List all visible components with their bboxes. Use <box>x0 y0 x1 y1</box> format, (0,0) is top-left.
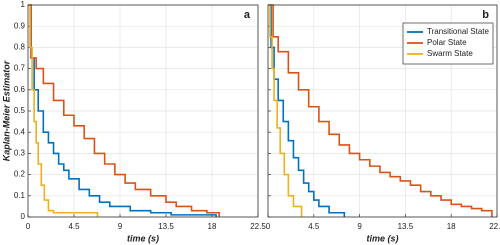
x-tick-label: 9 <box>357 222 362 231</box>
km-curve <box>268 4 303 217</box>
x-tick-label: 0 <box>26 222 31 231</box>
panel-label: a <box>244 9 251 21</box>
x-axis-label: time (s) <box>127 233 159 243</box>
x-tick-label: 13.5 <box>398 222 414 231</box>
x-tick-label: 4.5 <box>308 222 320 231</box>
y-tick-label: 0.4 <box>14 127 26 136</box>
km-curve <box>268 4 346 217</box>
x-tick-label: 18 <box>208 222 217 231</box>
km-curve <box>28 4 99 217</box>
y-tick-label: 0.7 <box>14 64 26 73</box>
x-tick-label: 4.5 <box>68 222 80 231</box>
y-tick-label: 0.1 <box>14 191 26 200</box>
legend-label: Polar State <box>427 38 467 47</box>
legend-label: Swarm State <box>427 49 473 58</box>
y-tick-label: 1 <box>21 0 26 9</box>
km-curve <box>28 4 220 217</box>
km-curve <box>268 4 493 217</box>
x-tick-label: 22.5 <box>489 222 500 231</box>
legend-label: Transitional State <box>427 27 490 36</box>
x-tick-label: 18 <box>447 222 456 231</box>
y-tick-label: 0.5 <box>14 106 26 115</box>
axes-box <box>27 4 259 218</box>
y-tick-label: 0 <box>21 212 26 221</box>
x-tick-label: 13.5 <box>158 222 174 231</box>
y-tick-label: 0.8 <box>14 43 26 52</box>
x-tick-label: 0 <box>266 222 271 231</box>
x-tick-label: 22.5 <box>250 222 266 231</box>
y-tick-label: 0.3 <box>14 149 26 158</box>
x-axis-label: time (s) <box>366 233 398 243</box>
y-tick-label: 0.9 <box>14 21 26 30</box>
x-tick-label: 9 <box>118 222 123 231</box>
y-axis-label: Kaplan-Meier Estimator <box>1 60 11 161</box>
axes-box <box>267 4 498 218</box>
y-tick-label: 0.6 <box>14 85 26 94</box>
panel-label: b <box>482 9 489 21</box>
y-tick-label: 0.2 <box>14 170 26 179</box>
km-curve <box>28 4 217 217</box>
